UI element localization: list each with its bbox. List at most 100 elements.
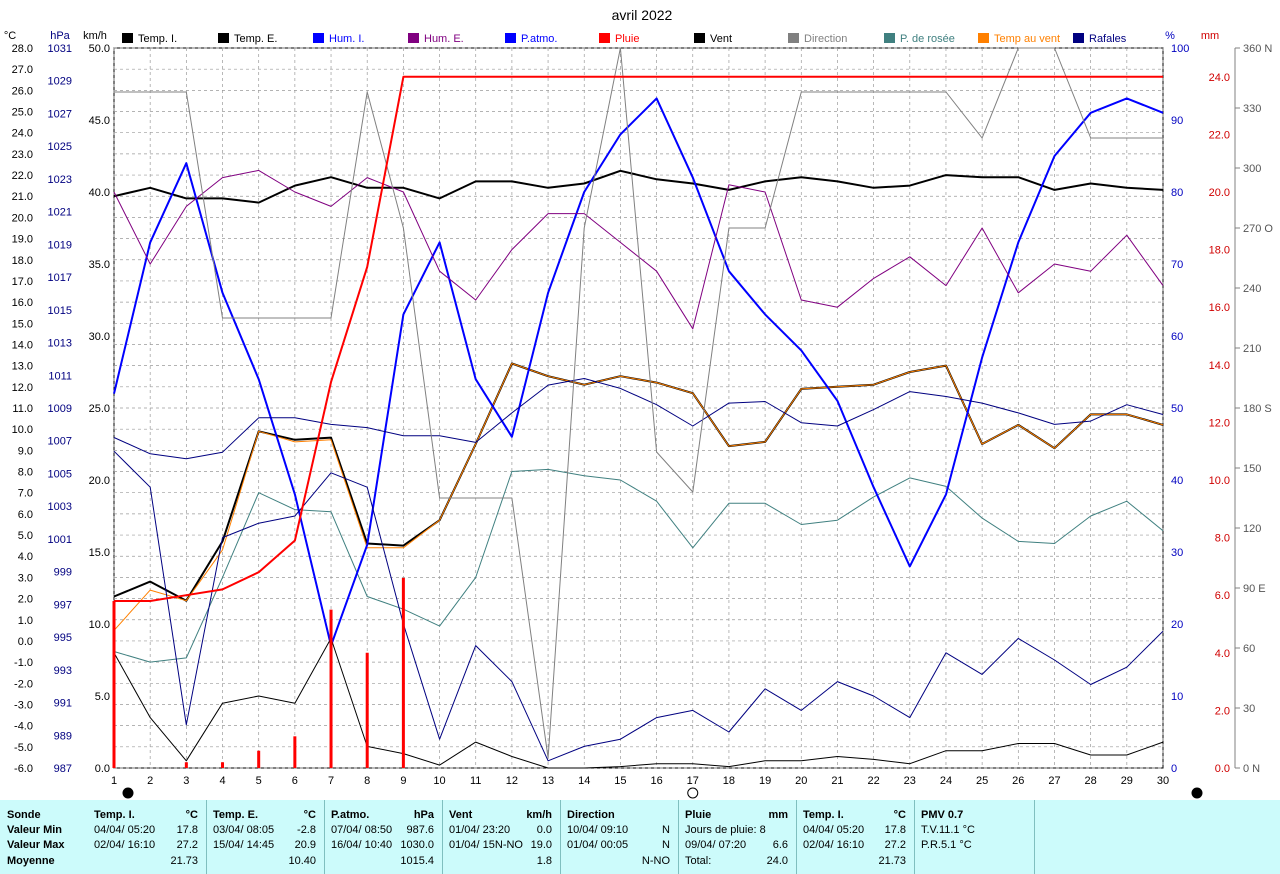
tick-label-temp: 26.0	[12, 85, 33, 97]
tick-label-humidity: 70	[1171, 259, 1183, 271]
stats-row-label: Sonde	[7, 809, 41, 821]
tick-label-humidity: 20	[1171, 619, 1183, 631]
tick-label-temp: 0.0	[18, 636, 33, 648]
tick-label-pressure: 1003	[48, 501, 72, 513]
tick-label-direction: 360 N	[1243, 43, 1272, 55]
tick-label-rain: 24.0	[1209, 72, 1230, 84]
tick-label-temp: 7.0	[18, 488, 33, 500]
tick-label-temp: -4.0	[14, 721, 33, 733]
chart-title: avril 2022	[612, 7, 673, 23]
stats-cell-value: 987.6	[406, 824, 434, 836]
stats-column: Temp. I. °C 04/04/ 05:20 17.8 02/04/ 16:10 27…	[88, 800, 207, 874]
tick-label-pressure: 997	[54, 599, 72, 611]
tick-label-wind: 15.0	[89, 547, 110, 559]
tick-label-wind: 20.0	[89, 475, 110, 487]
tick-label-pressure: 1019	[48, 239, 72, 251]
tick-label-rain: 6.0	[1215, 590, 1230, 602]
stats-column: Temp. E. °C 03/04/ 08:05 -2.8 15/04/ 14:45 20…	[207, 800, 325, 874]
tick-label-humidity: 50	[1171, 403, 1183, 415]
tick-label-humidity: 60	[1171, 331, 1183, 343]
tick-label-day: 22	[867, 775, 879, 787]
tick-label-pressure: 1021	[48, 207, 72, 219]
axis-unit-rain: mm	[1201, 30, 1219, 42]
stats-column: PMV 0.7 T.V.11.1 °C P.R.5.1 °C	[915, 800, 1035, 874]
tick-label-day: 4	[219, 775, 225, 787]
tick-label-wind: 25.0	[89, 403, 110, 415]
series-line-pluie	[114, 75, 1163, 602]
legend-label: Temp. I.	[138, 33, 177, 45]
stats-cell-label: P.R.5.1 °C	[921, 839, 972, 851]
series-line-hum-i	[113, 97, 1164, 647]
tick-label-rain: 4.0	[1215, 648, 1230, 660]
tick-label-wind: 10.0	[89, 619, 110, 631]
tick-label-day: 29	[1121, 775, 1133, 787]
stats-column: Pluie mm Jours de pluie: 8 09/04/ 07:20 6.6 T…	[679, 800, 797, 874]
stats-cell-value: 19.0	[530, 839, 552, 851]
tick-label-temp: 21.0	[12, 191, 33, 203]
tick-label-temp: 25.0	[12, 107, 33, 119]
tick-label-pressure: 995	[54, 632, 72, 644]
tick-label-temp: 28.0	[12, 43, 33, 55]
stats-cell-value: 27.2	[176, 839, 198, 851]
tick-label-pressure: 999	[54, 567, 72, 579]
series-line-hum-e	[113, 169, 1164, 330]
chart-series	[112, 47, 1203, 799]
tick-label-direction: 330	[1243, 103, 1261, 115]
moon-phase-icon	[1191, 787, 1203, 799]
tick-label-pressure: 1007	[48, 436, 72, 448]
stats-column: Direction 10/04/ 09:10 N 01/04/ 00:05 N N-NO	[561, 800, 679, 874]
tick-label-day: 23	[904, 775, 916, 787]
tick-label-pressure: 1027	[48, 108, 72, 120]
tick-label-pressure: 1017	[48, 272, 72, 284]
legend-swatch	[122, 33, 133, 43]
moon-phase-icon	[687, 787, 699, 799]
tick-label-day: 8	[364, 775, 370, 787]
chart-axes: °C hPa km/h% mm28.027.026.025.024.023.022.0…	[4, 30, 1274, 787]
tick-label-day: 7	[328, 775, 334, 787]
stats-cell-label: 07/04/ 08:50	[331, 824, 393, 836]
tick-label-direction: 90 E	[1243, 583, 1266, 595]
axis-unit-temp: °C	[4, 30, 16, 42]
legend-swatch	[599, 33, 610, 43]
stats-column-title: Vent	[449, 809, 473, 821]
tick-label-temp: 2.0	[18, 594, 33, 606]
tick-label-day: 21	[831, 775, 843, 787]
tick-label-direction: 210	[1243, 343, 1261, 355]
tick-label-rain: 16.0	[1209, 302, 1230, 314]
tick-label-day: 2	[147, 775, 153, 787]
stats-cell-label: 02/04/ 16:10	[803, 839, 865, 851]
tick-label-pressure: 1029	[48, 76, 72, 88]
chart-legend: Temp. I. Temp. E. Hum. I. Hum. E. P.atmo. Plu…	[122, 33, 1127, 45]
stats-cell-label: 01/04/ 23:20	[449, 824, 511, 836]
tick-label-day: 10	[433, 775, 445, 787]
tick-label-wind: 30.0	[89, 331, 110, 343]
tick-label-temp: -3.0	[14, 699, 33, 711]
stats-column-title: Temp. I.	[803, 809, 844, 821]
legend-swatch	[505, 33, 516, 43]
stats-row-label: Valeur Min	[7, 824, 63, 836]
legend-swatch	[788, 33, 799, 43]
stats-cell-value: 0.0	[536, 824, 552, 836]
tick-label-humidity: 100	[1171, 43, 1189, 55]
series-line-p-atmo	[113, 378, 1164, 460]
tick-label-humidity: 30	[1171, 547, 1183, 559]
legend-swatch	[408, 33, 419, 43]
axis-unit-humidity: %	[1165, 30, 1175, 42]
stats-cell-value: 1.8	[536, 855, 552, 867]
tick-label-direction: 120	[1243, 523, 1261, 535]
tick-label-temp: 6.0	[18, 509, 33, 521]
tick-label-temp: -2.0	[14, 678, 33, 690]
tick-label-day: 27	[1048, 775, 1060, 787]
stats-column: P.atmo. hPa 07/04/ 08:50 987.6 16/04/ 10:40 1…	[325, 800, 443, 874]
legend-label: Direction	[804, 33, 847, 45]
tick-label-wind: 5.0	[95, 691, 110, 703]
tick-label-day: 16	[650, 775, 662, 787]
stats-cell-value: N-NO	[641, 855, 670, 867]
tick-label-direction: 60	[1243, 643, 1255, 655]
stats-column-unit: km/h	[526, 809, 552, 821]
stats-column-unit: °C	[185, 809, 198, 821]
tick-label-humidity: 40	[1171, 475, 1183, 487]
tick-label-direction: 180 S	[1243, 403, 1272, 415]
legend-swatch	[694, 33, 705, 43]
tick-label-humidity: 80	[1171, 187, 1183, 199]
